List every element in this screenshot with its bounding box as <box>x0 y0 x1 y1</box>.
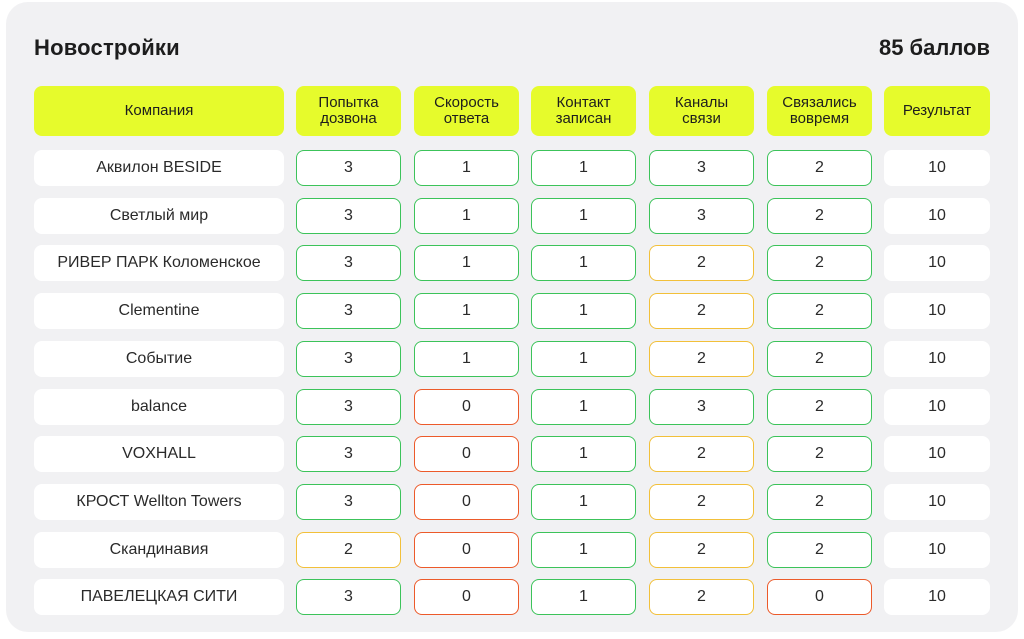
score-contact-recorded: 1 <box>531 579 636 616</box>
result-score: 10 <box>884 436 990 473</box>
score-response-speed: 0 <box>414 531 519 568</box>
score-response-speed: 1 <box>414 150 519 186</box>
score-channels: 2 <box>649 245 754 282</box>
score-response-speed: 0 <box>414 579 519 616</box>
company-name: Аквилон BESIDE <box>34 150 284 186</box>
score-call-attempt: 3 <box>296 293 401 330</box>
score-contact-recorded: 1 <box>531 388 636 425</box>
company-name: VOXHALL <box>34 436 284 473</box>
score-channels: 2 <box>649 483 754 520</box>
result-score: 10 <box>884 579 990 616</box>
score-contact-recorded: 1 <box>531 150 636 186</box>
total-score: 85 баллов <box>878 35 990 60</box>
score-contact-recorded: 1 <box>531 436 636 473</box>
score-response-speed: 0 <box>414 483 519 520</box>
table-row: Аквилон BESIDE 3 1 1 3 2 10 <box>6 150 1018 198</box>
column-header-result: Результат <box>884 86 990 136</box>
score-channels: 2 <box>649 340 754 377</box>
score-call-attempt: 2 <box>296 531 401 568</box>
score-call-attempt: 3 <box>296 245 401 282</box>
score-channels: 3 <box>649 388 754 425</box>
page-title: Новостройки <box>34 35 180 60</box>
scoreboard-card: Новостройки 85 баллов Компания Попытка д… <box>6 2 1018 632</box>
score-contacted-on-time: 2 <box>767 245 872 282</box>
score-contacted-on-time: 2 <box>767 197 872 234</box>
score-contacted-on-time: 0 <box>767 579 872 616</box>
score-contacted-on-time: 2 <box>767 293 872 330</box>
score-call-attempt: 3 <box>296 579 401 616</box>
score-call-attempt: 3 <box>296 388 401 425</box>
company-name: Событие <box>34 340 284 377</box>
score-response-speed: 0 <box>414 436 519 473</box>
result-score: 10 <box>884 197 990 234</box>
company-name: Скандинавия <box>34 531 284 568</box>
score-contact-recorded: 1 <box>531 340 636 377</box>
company-name: Clementine <box>34 293 284 330</box>
table-row: РИВЕР ПАРК Коломенское 3 1 1 2 2 10 <box>6 245 1018 293</box>
result-score: 10 <box>884 531 990 568</box>
score-call-attempt: 3 <box>296 150 401 186</box>
score-call-attempt: 3 <box>296 436 401 473</box>
score-contacted-on-time: 2 <box>767 388 872 425</box>
result-score: 10 <box>884 388 990 425</box>
score-response-speed: 1 <box>414 340 519 377</box>
result-score: 10 <box>884 483 990 520</box>
column-header-response-speed: Скорость ответа <box>414 86 519 136</box>
score-channels: 2 <box>649 293 754 330</box>
score-contacted-on-time: 2 <box>767 483 872 520</box>
score-call-attempt: 3 <box>296 340 401 377</box>
table-row: balance 3 0 1 3 2 10 <box>6 388 1018 437</box>
score-channels: 3 <box>649 197 754 234</box>
result-score: 10 <box>884 245 990 282</box>
column-header-contact-recorded: Контакт записан <box>531 86 636 136</box>
table-row: Светлый мир 3 1 1 3 2 10 <box>6 197 1018 246</box>
table-row: Clementine 3 1 1 2 2 10 <box>6 293 1018 341</box>
company-name: Светлый мир <box>34 197 284 234</box>
table-row: КРОСТ Wellton Towers 3 0 1 2 2 10 <box>6 483 1018 532</box>
score-channels: 2 <box>649 579 754 616</box>
score-response-speed: 0 <box>414 388 519 425</box>
score-call-attempt: 3 <box>296 483 401 520</box>
result-score: 10 <box>884 293 990 330</box>
company-name: КРОСТ Wellton Towers <box>34 483 284 520</box>
column-header-call-attempt: Попытка дозвона <box>296 86 401 136</box>
score-call-attempt: 3 <box>296 197 401 234</box>
score-contacted-on-time: 2 <box>767 150 872 186</box>
score-contact-recorded: 1 <box>531 483 636 520</box>
table-row: Скандинавия 2 0 1 2 2 10 <box>6 531 1018 580</box>
company-name: ПАВЕЛЕЦКАЯ СИТИ <box>34 579 284 616</box>
score-response-speed: 1 <box>414 293 519 330</box>
result-score: 10 <box>884 340 990 377</box>
score-contacted-on-time: 2 <box>767 340 872 377</box>
score-contact-recorded: 1 <box>531 531 636 568</box>
score-channels: 2 <box>649 436 754 473</box>
result-score: 10 <box>884 150 990 186</box>
score-contact-recorded: 1 <box>531 293 636 330</box>
score-response-speed: 1 <box>414 197 519 234</box>
score-contacted-on-time: 2 <box>767 436 872 473</box>
score-channels: 2 <box>649 531 754 568</box>
company-name: balance <box>34 388 284 425</box>
column-header-company: Компания <box>34 86 284 136</box>
score-contacted-on-time: 2 <box>767 531 872 568</box>
score-contact-recorded: 1 <box>531 245 636 282</box>
score-contact-recorded: 1 <box>531 197 636 234</box>
column-header-channels: Каналы связи <box>649 86 754 136</box>
score-channels: 3 <box>649 150 754 186</box>
column-header-contacted-on-time: Связались вовремя <box>767 86 872 136</box>
company-name: РИВЕР ПАРК Коломенское <box>34 245 284 282</box>
table-row: VOXHALL 3 0 1 2 2 10 <box>6 436 1018 484</box>
table-row: ПАВЕЛЕЦКАЯ СИТИ 3 0 1 2 0 10 <box>6 579 1018 627</box>
score-response-speed: 1 <box>414 245 519 282</box>
table-header: Компания Попытка дозвона Скорость ответа… <box>6 86 1018 136</box>
table-row: Событие 3 1 1 2 2 10 <box>6 340 1018 389</box>
